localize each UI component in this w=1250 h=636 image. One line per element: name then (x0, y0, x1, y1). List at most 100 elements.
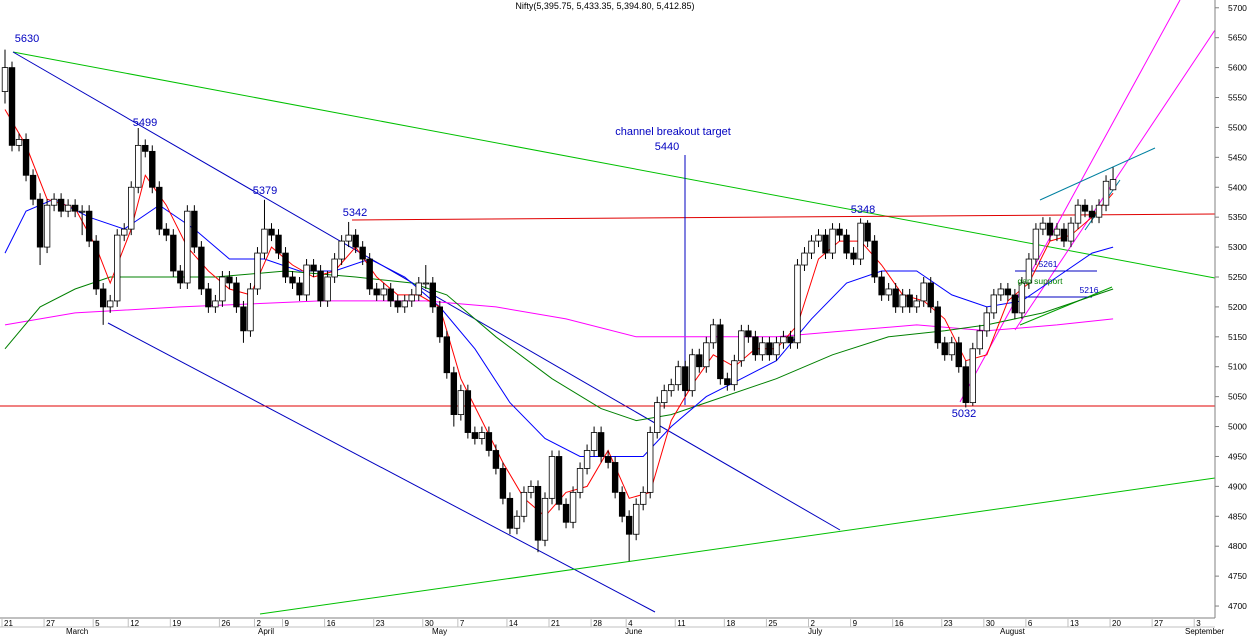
candle-body (703, 342, 710, 368)
candle-body (464, 390, 472, 433)
y-tick-label: 5300 (1228, 242, 1247, 252)
candle-body (590, 432, 598, 451)
x-tick-label: 18 (726, 619, 735, 628)
candle-body (261, 228, 268, 254)
candle-body (233, 282, 240, 308)
x-tick-label: 16 (895, 619, 904, 628)
candle-body (296, 282, 303, 296)
candle-body (1060, 228, 1068, 242)
y-tick-label: 5650 (1228, 33, 1247, 43)
candle-body (934, 306, 941, 344)
candle-body (352, 234, 359, 248)
trend-line (1039, 147, 1156, 201)
candle-body (752, 336, 759, 356)
candle-body (864, 222, 871, 242)
y-tick-label: 5550 (1228, 93, 1247, 103)
x-tick-label: 27 (46, 619, 55, 628)
y-tick-label: 4750 (1228, 571, 1247, 581)
trend-line (107, 322, 656, 613)
month-label: July (808, 627, 822, 636)
candle-body (766, 342, 773, 356)
candle-body (639, 491, 647, 505)
candle-body (317, 270, 324, 302)
candle-body (22, 138, 30, 176)
candle-body (387, 288, 394, 302)
candle-body (254, 252, 261, 290)
plot-area (0, 0, 1215, 615)
candle-body (99, 288, 107, 308)
y-tick-label: 5250 (1228, 272, 1247, 282)
candle-body (1039, 222, 1047, 230)
candle-body (106, 300, 114, 308)
candle-body (338, 240, 345, 260)
candle-body (289, 276, 296, 284)
candle-body (696, 354, 703, 368)
candle-body (801, 252, 808, 266)
candle-body (268, 228, 275, 236)
y-tick-label: 5700 (1228, 3, 1247, 13)
month-label: June (625, 627, 643, 636)
candle-body (773, 342, 780, 356)
candle-body (513, 515, 521, 529)
x-tick-label: 25 (768, 619, 777, 628)
moving-average (4, 198, 1114, 457)
trend-line (12, 51, 841, 531)
moving-average (4, 270, 1114, 422)
candle-body (282, 252, 289, 278)
x-tick-label: 2 (256, 619, 261, 628)
candle-body (191, 210, 198, 248)
candle-body (394, 300, 401, 308)
candle-body (50, 198, 58, 206)
candle-body (654, 402, 661, 433)
candle-body (1088, 210, 1096, 218)
candle-body (941, 342, 948, 356)
candle-body (625, 515, 633, 535)
candle-body (710, 324, 717, 344)
candle-body (478, 432, 486, 439)
month-label: April (258, 627, 274, 636)
candle-body (997, 288, 1005, 296)
candle-body (114, 234, 121, 302)
month-label: August (1000, 627, 1026, 636)
candle-body (1, 67, 9, 92)
candle-body (576, 468, 584, 493)
moving-average (4, 300, 1114, 338)
x-tick-label: 9 (853, 619, 858, 628)
candle-body (878, 276, 885, 296)
candle-body (373, 288, 380, 296)
trend-line (351, 213, 1215, 221)
y-tick-label: 5200 (1228, 302, 1247, 312)
x-tick-label: 3 (1196, 619, 1201, 628)
candle-body (808, 240, 815, 254)
chart-title: Nifty(5,395.75, 5,433.35, 5,394.80, 5,41… (515, 1, 694, 11)
candle-body (815, 234, 822, 242)
x-tick-label: 28 (593, 619, 602, 628)
candle-body (738, 330, 745, 362)
trend-line (259, 477, 1215, 615)
candle-body (149, 150, 156, 188)
candle-body (1011, 294, 1019, 314)
x-tick-label: 19 (172, 619, 181, 628)
candle-body (15, 138, 23, 146)
candle-body (892, 288, 899, 308)
candle-body (527, 485, 535, 493)
candle-body (1053, 228, 1061, 236)
x-tick-label: 23 (376, 619, 385, 628)
candle-body (1109, 179, 1117, 191)
candle-body (331, 258, 338, 278)
candle-body (857, 222, 864, 260)
x-tick-label: 4 (628, 619, 633, 628)
annotation: 5440 (655, 141, 679, 153)
candle-body (401, 300, 408, 308)
candle-body (198, 246, 205, 290)
candle-body (569, 491, 577, 523)
x-tick-label: 5 (95, 619, 100, 628)
x-tick-label: 12 (130, 619, 139, 628)
candle-body (310, 264, 317, 272)
candle-body (829, 228, 836, 254)
candle-body (906, 294, 913, 308)
candle-body (689, 354, 696, 392)
candle-body (1018, 282, 1026, 314)
candle-body (682, 366, 689, 392)
